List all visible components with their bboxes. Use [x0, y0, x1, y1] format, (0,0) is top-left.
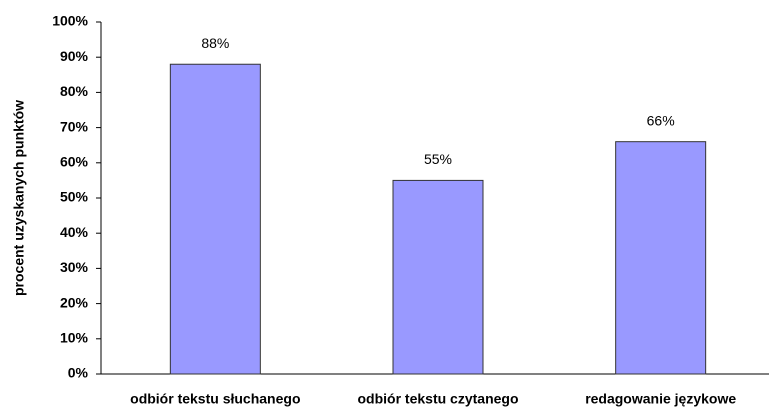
y-tick-label: 70%: [60, 118, 89, 134]
y-tick-label: 60%: [60, 154, 89, 170]
bar: [169, 63, 261, 375]
bar: [615, 141, 707, 375]
bar: [392, 179, 484, 375]
value-label: 88%: [201, 35, 229, 51]
y-tick-label: 50%: [60, 189, 89, 205]
y-tick-label: 90%: [60, 48, 89, 64]
x-tick-label: odbiór tekstu słuchanego: [130, 391, 300, 407]
y-tick-label: 40%: [60, 224, 89, 240]
y-axis-label: procent uzyskanych punktów: [11, 100, 27, 296]
y-tick-label: 80%: [60, 83, 89, 99]
value-label: 66%: [647, 112, 675, 128]
y-tick-label: 0%: [68, 365, 89, 381]
x-tick-label: odbiór tekstu czytanego: [357, 391, 518, 407]
value-label: 55%: [424, 151, 452, 167]
y-tick-label: 20%: [60, 294, 89, 310]
x-tick-label: redagowanie językowe: [585, 391, 736, 407]
y-tick-label: 10%: [60, 330, 89, 346]
y-tick-label: 30%: [60, 259, 89, 275]
y-tick-label: 100%: [52, 13, 88, 29]
